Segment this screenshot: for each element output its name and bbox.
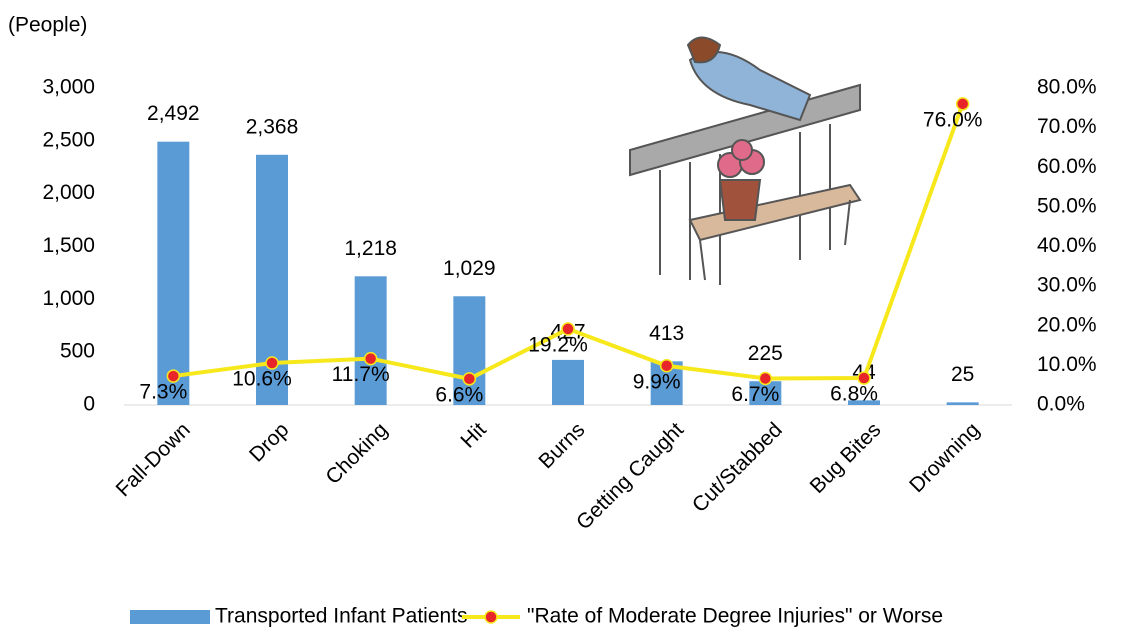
line-marker <box>561 322 575 336</box>
y-tick-label: 1,500 <box>42 234 95 257</box>
bar <box>946 402 979 405</box>
bar <box>552 359 584 405</box>
bar <box>354 276 387 405</box>
bar <box>157 141 190 406</box>
line-marker <box>265 356 279 370</box>
bar <box>848 400 880 405</box>
line-marker <box>857 371 871 385</box>
line-marker <box>758 371 773 386</box>
line-marker <box>955 97 970 111</box>
line-value-label: 9.9% <box>633 370 681 393</box>
y2-tick-label: 60.0% <box>1037 155 1097 178</box>
y2-tick-label: 50.0% <box>1037 194 1097 217</box>
line-value-label: 6.8% <box>830 383 878 406</box>
y-tick-label: 3,000 <box>42 76 95 99</box>
x-tick-label: Fall-Down <box>112 418 195 501</box>
line-marker <box>462 372 477 386</box>
x-tick-label: Drop <box>245 418 293 466</box>
bar-value-label: 1,218 <box>344 237 397 260</box>
y-tick-label: 2,500 <box>42 128 95 151</box>
x-tick-label: Burns <box>534 418 589 473</box>
bar-value-label: 2,492 <box>147 102 200 125</box>
y-tick-label: 1,000 <box>42 287 95 310</box>
y2-tick-label: 0.0% <box>1037 393 1085 416</box>
bar-value-label: 1,029 <box>443 257 496 280</box>
y2-tick-label: 10.0% <box>1037 353 1097 376</box>
line-value-label: 6.6% <box>435 383 483 406</box>
x-tick-label: Getting Caught <box>572 418 688 534</box>
line-value-label: 11.7% <box>332 363 390 386</box>
bar-value-label: 225 <box>748 342 783 365</box>
line-marker <box>166 369 181 383</box>
illustration <box>629 36 862 285</box>
x-tick-label: Bug Bites <box>806 418 886 498</box>
bar-value-label: 413 <box>649 322 684 345</box>
line-value-label: 76.0% <box>923 108 983 131</box>
bar-value-label: 25 <box>951 363 974 386</box>
x-tick-label: Drowning <box>905 418 984 497</box>
y2-tick-label: 70.0% <box>1037 115 1097 138</box>
line-marker <box>363 351 378 366</box>
bar-value-label: 2,368 <box>246 115 299 138</box>
y-tick-label: 0 <box>83 393 95 416</box>
legend-marker <box>484 610 498 624</box>
legend-label: Transported Infant Patients <box>215 605 468 628</box>
line-value-label: 19.2% <box>528 333 588 356</box>
y-axis-label: (People) <box>8 14 87 37</box>
line-value-label: 6.7% <box>731 383 779 406</box>
line-value-label: 7.3% <box>139 381 187 404</box>
bar <box>749 381 782 405</box>
line-value-label: 10.6% <box>232 368 292 391</box>
x-tick-label: Cut/Stabbed <box>688 418 787 517</box>
x-tick-label: Choking <box>321 418 392 489</box>
y2-tick-label: 30.0% <box>1037 274 1097 297</box>
y2-tick-label: 80.0% <box>1037 76 1097 99</box>
y-tick-label: 2,000 <box>42 181 95 204</box>
legend-label: "Rate of Moderate Degree Injuries" or Wo… <box>527 605 943 628</box>
x-tick-label: Hit <box>456 418 491 453</box>
line-marker <box>659 359 674 373</box>
legend-swatch <box>130 610 210 624</box>
y2-tick-label: 20.0% <box>1037 313 1097 336</box>
y-tick-label: 500 <box>60 340 95 363</box>
bar <box>453 296 486 405</box>
y2-tick-label: 40.0% <box>1037 234 1097 257</box>
